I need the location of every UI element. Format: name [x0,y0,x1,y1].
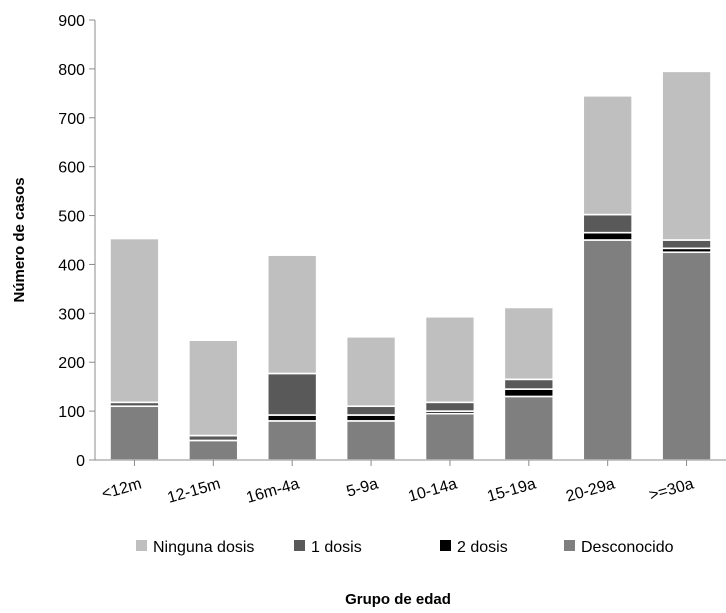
bar-segment [109,237,160,404]
x-tick-label: 16m-4a [244,475,301,506]
legend-item: Ninguna dosis [136,539,254,556]
bars [109,70,712,461]
legend-swatch [440,540,451,551]
bar-segment [503,388,555,398]
x-tick-label: 12-15m [166,476,223,507]
legend-label: 1 dosis [311,539,362,556]
bar-segment [661,251,712,461]
bar-segment [188,339,239,437]
legend-item: 2 dosis [440,539,508,556]
x-tick-label: 20-29a [564,475,617,505]
x-tick-label: >=30a [647,475,695,504]
y-tick-label: 0 [76,453,85,470]
legend: Ninguna dosis 1 dosis 2 dosis Desconocido [136,539,674,556]
bar-segment [661,239,712,250]
x-axis: <12m 12-15m 16m-4a 5-9a 10-14a 15-19a 20-29a >=… [95,459,726,507]
bar-segment [582,239,633,461]
legend-swatch [564,540,575,551]
bar-segment [266,254,318,375]
x-tick-label: 10-14a [406,475,459,505]
y-tick-label: 300 [58,306,85,323]
bar-segment [503,378,555,390]
bar-segment [345,405,397,416]
bar-segment [109,405,160,461]
bar-stack [424,315,476,461]
bar-segment [266,414,318,422]
x-axis-title: Grupo de edad [345,591,451,608]
bar-stack [345,335,397,461]
y-tick-label: 200 [58,355,85,372]
y-tick-label: 600 [58,160,85,177]
bar-segment [266,372,318,416]
legend-swatch [294,540,305,551]
bar-segment [345,335,397,408]
y-tick-label: 400 [58,257,85,274]
bar-segment [345,414,397,422]
bar-stack [109,237,160,461]
y-tick-label: 700 [58,111,85,128]
bar-segment [424,401,476,412]
bar-segment [661,70,712,241]
bar-stack [582,94,633,461]
legend-label: 2 dosis [457,539,508,556]
legend-item: 1 dosis [294,539,362,556]
y-axis: 0 100 200 300 400 500 600 700 800 900 [58,13,96,470]
bar-segment [266,420,318,461]
bar-stack [266,254,318,461]
bar-segment [188,439,239,461]
bar-segment [582,213,633,234]
bar-segment [503,395,555,461]
x-tick-label: <12m [100,476,144,503]
y-tick-label: 500 [58,209,85,226]
bar-stack [188,339,239,461]
bar-segment [503,306,555,381]
y-tick-label: 100 [58,404,85,421]
bar-segment [345,420,397,461]
legend-label: Desconocido [581,539,674,556]
bar-stack [661,70,712,461]
y-axis-title: Número de casos [11,177,28,302]
x-tick-label: 15-19a [485,475,538,505]
bar-segment [424,412,476,461]
legend-item: Desconocido [564,539,674,556]
x-tick-label: 5-9a [345,475,381,500]
bar-segment [582,231,633,241]
bar-stack [503,306,555,461]
bar-segment [424,315,476,404]
y-tick-label: 800 [58,62,85,79]
legend-swatch [136,540,147,551]
y-tick-label: 900 [58,13,85,30]
bar-segment [582,94,633,216]
legend-label: Ninguna dosis [153,539,254,556]
